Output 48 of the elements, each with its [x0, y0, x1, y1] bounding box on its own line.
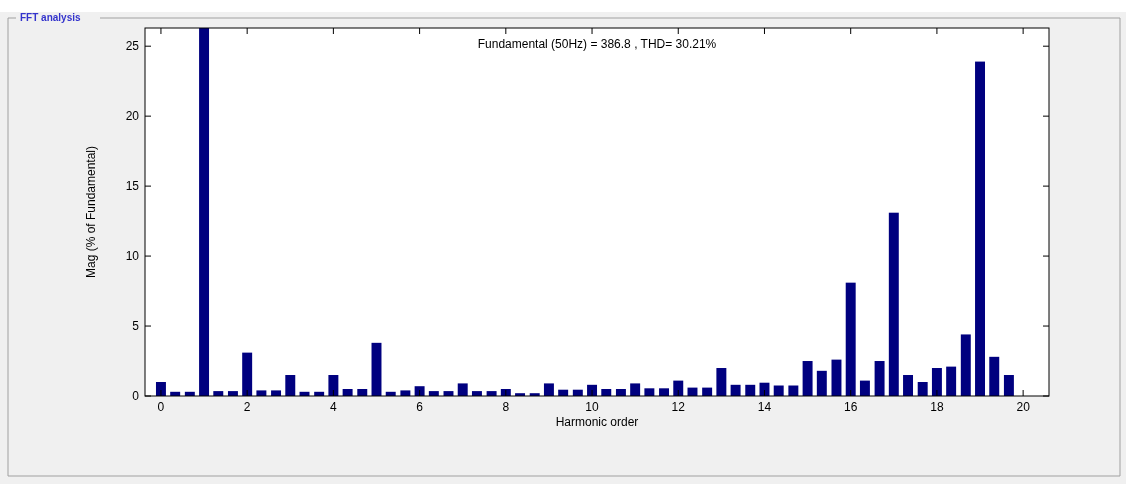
y-tick-label: 20: [125, 109, 140, 124]
bar: [543, 383, 554, 396]
bar: [802, 361, 813, 396]
bar: [874, 361, 885, 396]
bar: [903, 375, 914, 396]
bar: [831, 359, 842, 396]
bar: [946, 366, 957, 396]
x-tick-label: 16: [844, 400, 858, 414]
x-tick-label: 10: [585, 400, 600, 414]
bar: [730, 384, 741, 396]
bar: [960, 334, 971, 396]
bar: [659, 388, 670, 396]
bar: [888, 212, 899, 396]
x-tick-label: 2: [243, 400, 251, 414]
text: FFT analysis: [20, 12, 82, 23]
bar: [630, 383, 641, 396]
y-tick-label: 5: [132, 319, 140, 334]
bar: [975, 61, 985, 396]
bar: [931, 368, 942, 396]
y-tick-label: 25: [125, 39, 140, 54]
bar: [328, 375, 339, 396]
x-tick-label: 0: [157, 400, 165, 414]
x-tick-label: 14: [757, 400, 772, 414]
bar: [285, 375, 296, 396]
bar: [644, 388, 655, 396]
x-tick-label: 8: [502, 400, 510, 414]
x-tick-label: 12: [671, 400, 686, 414]
bar: [917, 382, 928, 396]
x-axis-title: Harmonic order: [555, 415, 639, 429]
bar: [242, 352, 253, 396]
x-tick-label: 20: [1016, 400, 1031, 414]
bar: [1003, 375, 1014, 396]
y-axis-title: Mag (% of Fundamental): [84, 145, 98, 279]
annotation: Fundamental (50Hz) = 386.8 , THD= 30.21%: [477, 37, 717, 51]
bar: [457, 383, 468, 396]
x-tick-label: 18: [930, 400, 944, 414]
bar: [989, 356, 1000, 396]
bar: [199, 28, 210, 396]
y-tick-label: 10: [125, 249, 140, 264]
bar: [859, 380, 870, 396]
y-tick-label: 0: [132, 389, 140, 403]
x-tick-label: 6: [416, 400, 424, 414]
bar: [716, 368, 727, 396]
bar: [816, 370, 827, 396]
bar: [845, 282, 856, 396]
bar: [745, 384, 756, 396]
y-tick-label: 15: [125, 179, 140, 194]
x-tick-label: 4: [330, 400, 338, 414]
